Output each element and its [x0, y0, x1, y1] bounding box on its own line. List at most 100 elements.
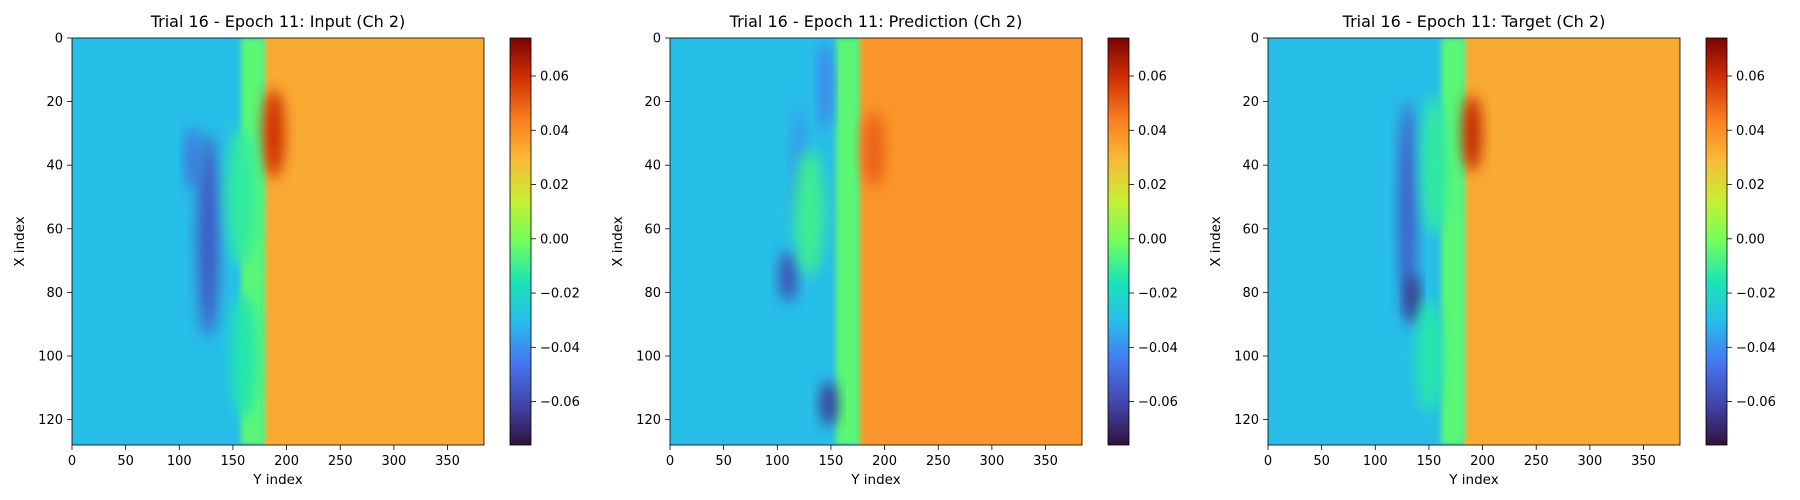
heatmap-panel-3: Trial 16 - Epoch 11: Target (Ch 2) 0 50 100… [1208, 12, 1776, 488]
x-tick-label: 50 [715, 454, 732, 469]
x-tick-label: 50 [1313, 454, 1330, 469]
y-tick-label: 0 [55, 32, 63, 47]
heatmap-panel-2: Trial 16 - Epoch 11: Prediction (Ch 2) 0 5… [610, 12, 1178, 488]
x-tick-label: 150 [1417, 454, 1442, 469]
y-axis-label: X index [12, 216, 28, 266]
y-tick-label: 20 [1242, 95, 1259, 110]
heatmap-panel-1: Trial 16 - Epoch 11: Input (Ch 2) 0 50 100 1… [12, 12, 580, 488]
x-tick-label: 150 [221, 454, 246, 469]
x-tick-label: 100 [1363, 454, 1388, 469]
colorbar-tick-label: 0.02 [1736, 178, 1765, 193]
x-tick-label: 200 [1470, 454, 1495, 469]
heatmap-front-band [835, 38, 860, 445]
heatmap-front-band [1441, 38, 1466, 445]
heatmap-feature [1462, 95, 1482, 172]
heatmap-field [670, 38, 1082, 445]
y-tick-label: 20 [46, 95, 63, 110]
x-tick-label: 350 [1033, 454, 1058, 469]
heatmap-feature [1421, 95, 1448, 236]
x-axis-label: Y index [850, 472, 900, 488]
y-tick-label: 80 [1242, 286, 1259, 301]
heatmap-region-left [670, 38, 862, 445]
heatmap-feature [1416, 298, 1442, 414]
axes-frame [71, 37, 485, 446]
colorbar [1107, 37, 1130, 446]
colorbar-tick-label: −0.06 [1736, 395, 1776, 410]
y-tick-label: 60 [644, 222, 661, 237]
y-tick-label: 120 [636, 413, 661, 428]
heatmap-feature [819, 41, 833, 131]
x-axis-label: Y index [1448, 472, 1498, 488]
y-axis-label: X index [610, 216, 626, 266]
heatmap-feature [230, 292, 257, 420]
y-tick-label: 100 [1234, 349, 1259, 364]
colorbar-tick-label: −0.02 [540, 287, 580, 302]
heatmap-region-right [857, 38, 1082, 445]
axes-frame [669, 37, 1083, 446]
y-axis-label: X index [1208, 216, 1224, 266]
colorbar-tick-label: 0.02 [540, 178, 569, 193]
heatmap-region-right [262, 38, 484, 445]
colorbar-tick-label: 0.00 [540, 232, 569, 247]
y-tick-label: 0 [653, 32, 661, 47]
y-tick-label: 80 [46, 286, 63, 301]
colorbar [509, 37, 532, 446]
heatmap-feature [820, 381, 838, 426]
chart-title: Trial 16 - Epoch 11: Target (Ch 2) [1342, 12, 1606, 31]
chart-title: Trial 16 - Epoch 11: Prediction (Ch 2) [729, 12, 1023, 31]
y-tick-label: 120 [38, 413, 63, 428]
colorbar-tick-label: 0.04 [540, 124, 569, 139]
x-tick-label: 200 [872, 454, 897, 469]
x-tick-label: 300 [1577, 454, 1602, 469]
y-tick-label: 20 [644, 95, 661, 110]
heatmap-region-right [1463, 38, 1680, 445]
x-tick-label: 350 [435, 454, 460, 469]
colorbar [1705, 37, 1728, 446]
x-tick-label: 0 [1264, 454, 1272, 469]
colorbar-tick-label: 0.04 [1736, 124, 1765, 139]
heatmap-feature [185, 127, 199, 191]
y-tick-label: 60 [1242, 222, 1259, 237]
colorbar-tick-label: 0.06 [1138, 69, 1167, 84]
x-tick-label: 0 [68, 454, 76, 469]
heatmap-field [1268, 38, 1680, 445]
y-tick-label: 60 [46, 222, 63, 237]
y-tick-label: 80 [644, 286, 661, 301]
y-tick-label: 100 [38, 349, 63, 364]
y-tick-label: 40 [46, 159, 63, 174]
colorbar-tick-label: 0.00 [1138, 232, 1167, 247]
colorbar-tick-label: −0.06 [540, 395, 580, 410]
x-tick-label: 0 [666, 454, 674, 469]
heatmap-feature [197, 133, 219, 337]
x-tick-label: 350 [1631, 454, 1656, 469]
x-tick-label: 300 [979, 454, 1004, 469]
heatmap-feature [1398, 101, 1417, 325]
colorbar-tick-label: 0.00 [1736, 232, 1765, 247]
colorbar-tick-label: 0.06 [1736, 69, 1765, 84]
axes-frame [1267, 37, 1681, 446]
colorbar-tick-label: 0.02 [1138, 178, 1167, 193]
colorbar-tick-label: −0.04 [540, 341, 580, 356]
heatmap-feature [1406, 273, 1420, 325]
y-tick-label: 40 [644, 159, 661, 174]
x-tick-label: 250 [1524, 454, 1549, 469]
y-tick-label: 100 [636, 349, 661, 364]
colorbar-tick-label: −0.04 [1138, 341, 1178, 356]
y-tick-label: 0 [1251, 32, 1259, 47]
x-tick-label: 100 [765, 454, 790, 469]
y-tick-label: 40 [1242, 159, 1259, 174]
heatmap-field [72, 38, 484, 445]
y-tick-label: 120 [1234, 413, 1259, 428]
x-tick-label: 200 [274, 454, 299, 469]
colorbar-tick-label: −0.06 [1138, 395, 1178, 410]
x-tick-label: 100 [167, 454, 192, 469]
colorbar-tick-label: −0.02 [1138, 287, 1178, 302]
colorbar-tick-label: 0.06 [540, 69, 569, 84]
x-tick-label: 150 [819, 454, 844, 469]
colorbar-tick-label: 0.04 [1138, 124, 1167, 139]
heatmap-feature [262, 88, 285, 178]
chart-title: Trial 16 - Epoch 11: Input (Ch 2) [150, 12, 406, 31]
heatmap-feature [779, 251, 797, 302]
heatmap-feature [794, 149, 825, 277]
